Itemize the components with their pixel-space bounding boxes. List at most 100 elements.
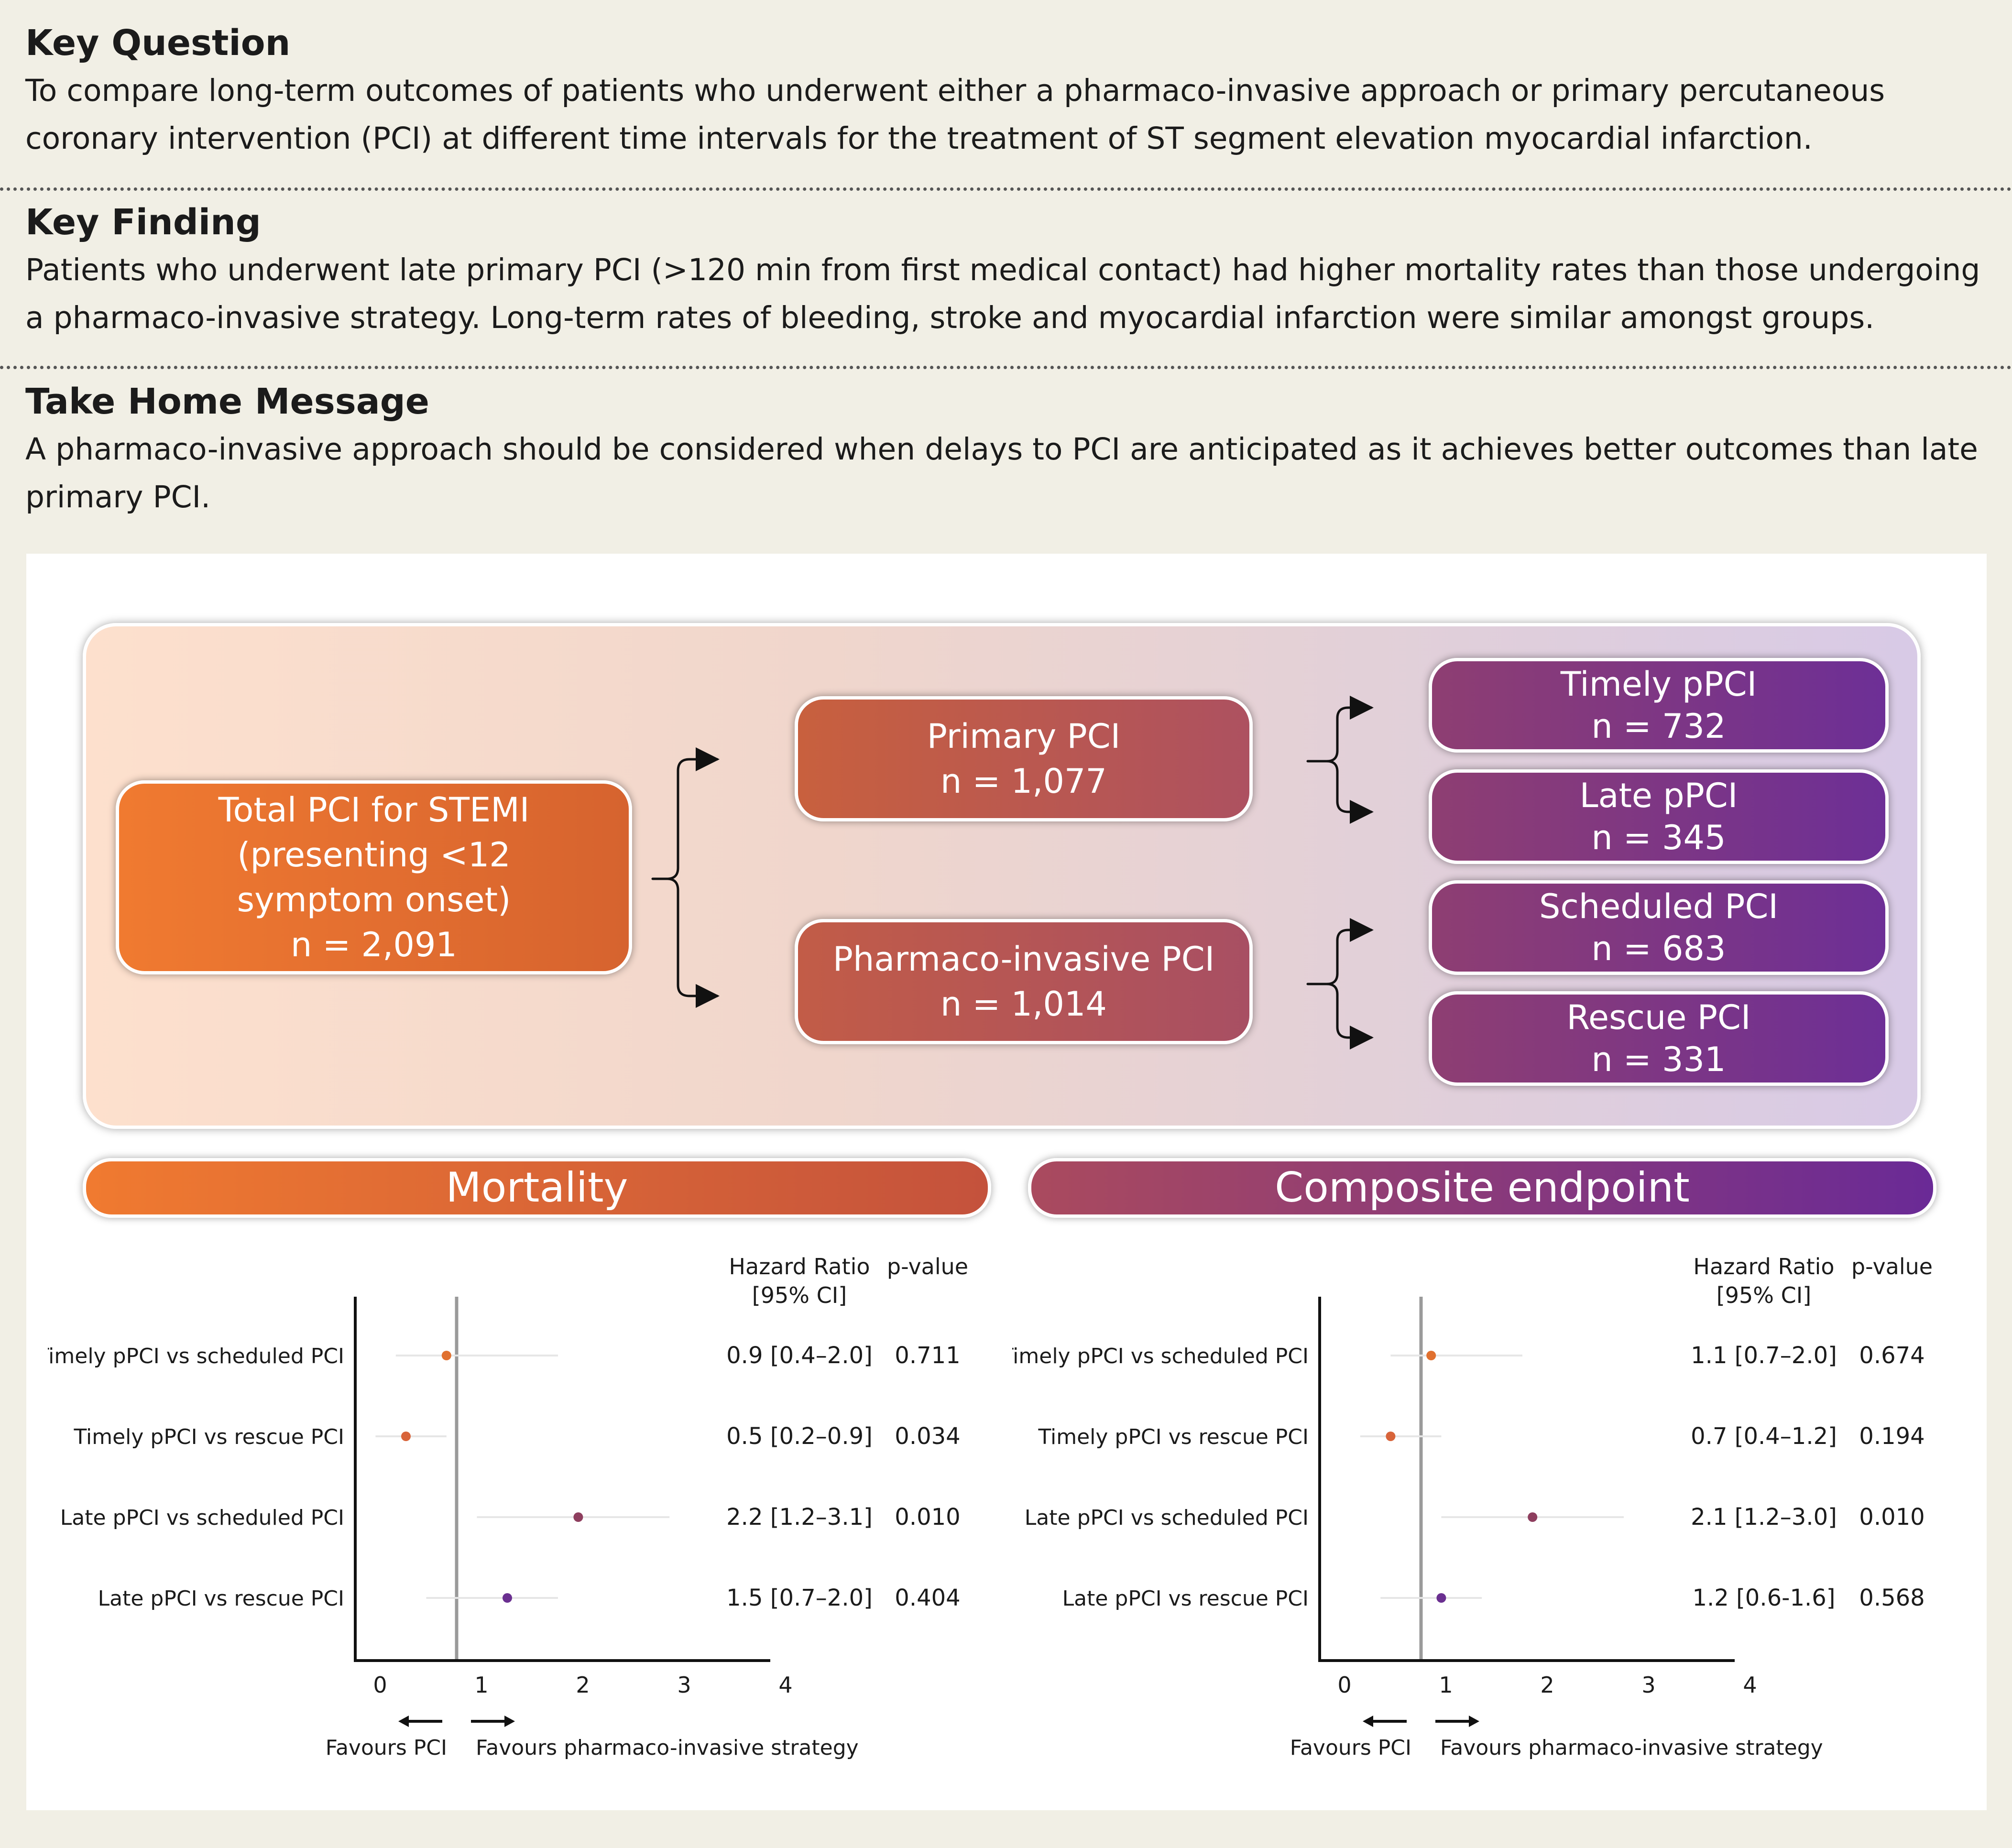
rescue-pci-count: n = 331: [1591, 1040, 1726, 1079]
hazard-ratio-header: Hazard Ratio: [729, 1254, 870, 1279]
key-finding-text: Patients who underwent late primary PCI …: [25, 252, 1980, 335]
timely-ppci-count: n = 732: [1591, 707, 1726, 746]
timely-ppci-box: Timely pPCI n = 732: [1429, 658, 1889, 753]
favours-left-arrowhead: [1363, 1716, 1373, 1727]
key-question-section: Key Question To compare long-term outcom…: [25, 19, 1986, 163]
p-value-header: p-value: [1851, 1254, 1933, 1279]
divider: [0, 187, 2012, 191]
mortality-banner: Mortality: [83, 1158, 991, 1218]
scheduled-pci-label: Scheduled PCI: [1539, 887, 1779, 926]
key-question-text: To compare long-term outcomes of patient…: [25, 73, 1885, 156]
hazard-ratio-value: 2.1 [1.2–3.0]: [1691, 1504, 1837, 1531]
key-finding-section: Key Finding Patients who underwent late …: [25, 198, 1986, 342]
hazard-ratio-point: [573, 1512, 583, 1522]
hazard-ratio-point: [503, 1593, 512, 1603]
primary-pci-label: Primary PCI: [927, 717, 1121, 756]
favours-left-label: Favours PCI: [326, 1736, 447, 1760]
favours-right-arrowhead: [504, 1716, 515, 1727]
composite-forest-plot: Hazard Ratio [95% CI] p-value 0 1 2 3 4 Timely p…: [1012, 1254, 1933, 1760]
p-value: 0.034: [895, 1423, 960, 1450]
x-tick-label: 2: [1540, 1672, 1554, 1698]
brace-primary-lower: [1325, 760, 1374, 824]
brace-total-lower: [666, 877, 720, 1008]
brace-pharmaco-lower: [1325, 983, 1374, 1050]
favours-left-label: Favours PCI: [1290, 1736, 1411, 1760]
row-label: Late pPCI vs scheduled PCI: [1025, 1506, 1309, 1530]
hazard-ratio-point: [1436, 1593, 1446, 1603]
scheduled-pci-count: n = 683: [1591, 929, 1726, 968]
key-finding-heading: Key Finding: [25, 202, 261, 243]
x-tick-label: 0: [373, 1672, 387, 1698]
brace-primary: [1306, 696, 1374, 763]
row-label: Late pPCI vs rescue PCI: [1062, 1586, 1309, 1611]
favours-right-label: Favours pharmaco-invasive strategy: [476, 1736, 859, 1760]
total-pci-label-line3: symptom onset): [237, 880, 511, 919]
hazard-ratio-point: [1386, 1432, 1396, 1441]
total-pci-label-line1: Total PCI for STEMI: [218, 790, 530, 830]
p-value-header: p-value: [887, 1254, 968, 1279]
total-pci-box: Total PCI for STEMI (presenting <12 symp…: [116, 780, 632, 974]
primary-pci-count: n = 1,077: [940, 762, 1107, 801]
favours-right-label: Favours pharmaco-invasive strategy: [1440, 1736, 1823, 1760]
ci-header: [95% CI]: [752, 1282, 847, 1308]
row-label: Timely pPCI vs rescue PCI: [1038, 1425, 1309, 1449]
hazard-ratio-value: 0.7 [0.4–1.2]: [1691, 1423, 1837, 1450]
key-question-heading: Key Question: [25, 22, 291, 64]
hazard-ratio-point: [1528, 1512, 1538, 1522]
hazard-ratio-point: [1426, 1351, 1436, 1360]
p-value: 0.568: [1859, 1585, 1925, 1611]
primary-pci-box: Primary PCI n = 1,077: [795, 696, 1253, 821]
take-home-section: Take Home Message A pharmaco-invasive ap…: [25, 378, 1986, 521]
p-value: 0.010: [895, 1504, 960, 1531]
row-label: Timely pPCI vs scheduled PCI: [1012, 1344, 1309, 1368]
late-ppci-count: n = 345: [1591, 818, 1726, 857]
x-tick-label: 3: [1641, 1672, 1655, 1698]
row-label: Timely pPCI vs rescue PCI: [73, 1425, 344, 1449]
x-tick-label: 4: [1743, 1672, 1757, 1698]
hazard-ratio-point: [401, 1432, 411, 1441]
p-value: 0.194: [1859, 1423, 1925, 1450]
x-tick-label: 1: [1439, 1672, 1453, 1698]
total-pci-label-line2: (presenting <12: [237, 835, 511, 875]
take-home-heading: Take Home Message: [25, 381, 429, 422]
divider: [0, 366, 2012, 369]
rescue-pci-label: Rescue PCI: [1566, 998, 1751, 1037]
rescue-pci-box: Rescue PCI n = 331: [1429, 991, 1889, 1086]
timely-ppci-label: Timely pPCI: [1560, 665, 1757, 704]
hazard-ratio-value: 1.2 [0.6-1.6]: [1692, 1585, 1835, 1611]
total-pci-count: n = 2,091: [291, 925, 457, 964]
composite-endpoint-banner: Composite endpoint: [1028, 1158, 1936, 1218]
late-ppci-label: Late pPCI: [1579, 776, 1738, 815]
ci-header: [95% CI]: [1717, 1282, 1811, 1308]
brace-total: [651, 747, 720, 880]
take-home-text: A pharmaco-invasive approach should be c…: [25, 432, 1978, 514]
hazard-ratio-value: 1.1 [0.7–2.0]: [1691, 1342, 1837, 1369]
hazard-ratio-value: 1.5 [0.7–2.0]: [726, 1585, 873, 1611]
hazard-ratio-header: Hazard Ratio: [1693, 1254, 1834, 1279]
x-tick-label: 2: [576, 1672, 590, 1698]
late-ppci-box: Late pPCI n = 345: [1429, 769, 1889, 864]
row-label: Late pPCI vs scheduled PCI: [60, 1506, 344, 1530]
favours-right-arrowhead: [1469, 1716, 1479, 1727]
x-tick-label: 4: [778, 1672, 792, 1698]
pharmaco-invasive-box: Pharmaco-invasive PCI n = 1,014: [795, 919, 1253, 1044]
p-value: 0.674: [1859, 1342, 1925, 1369]
row-label: Late pPCI vs rescue PCI: [98, 1586, 344, 1611]
x-tick-label: 0: [1337, 1672, 1351, 1698]
p-value: 0.010: [1859, 1504, 1925, 1531]
p-value: 0.711: [895, 1342, 960, 1369]
hazard-ratio-value: 0.9 [0.4–2.0]: [726, 1342, 873, 1369]
x-tick-label: 1: [474, 1672, 488, 1698]
scheduled-pci-box: Scheduled PCI n = 683: [1429, 880, 1889, 975]
hazard-ratio-point: [441, 1351, 451, 1360]
pharmaco-invasive-count: n = 1,014: [940, 984, 1107, 1024]
row-label: Timely pPCI vs scheduled PCI: [48, 1344, 344, 1368]
favours-left-arrowhead: [398, 1716, 409, 1727]
mortality-forest-plot: Hazard Ratio [95% CI] p-value 0 1 2 3 4 Timely p…: [48, 1254, 968, 1760]
hazard-ratio-value: 0.5 [0.2–0.9]: [726, 1423, 873, 1450]
hazard-ratio-value: 2.2 [1.2–3.1]: [726, 1504, 873, 1531]
p-value: 0.404: [895, 1585, 960, 1611]
pharmaco-invasive-label: Pharmaco-invasive PCI: [832, 940, 1215, 979]
x-tick-label: 3: [677, 1672, 691, 1698]
